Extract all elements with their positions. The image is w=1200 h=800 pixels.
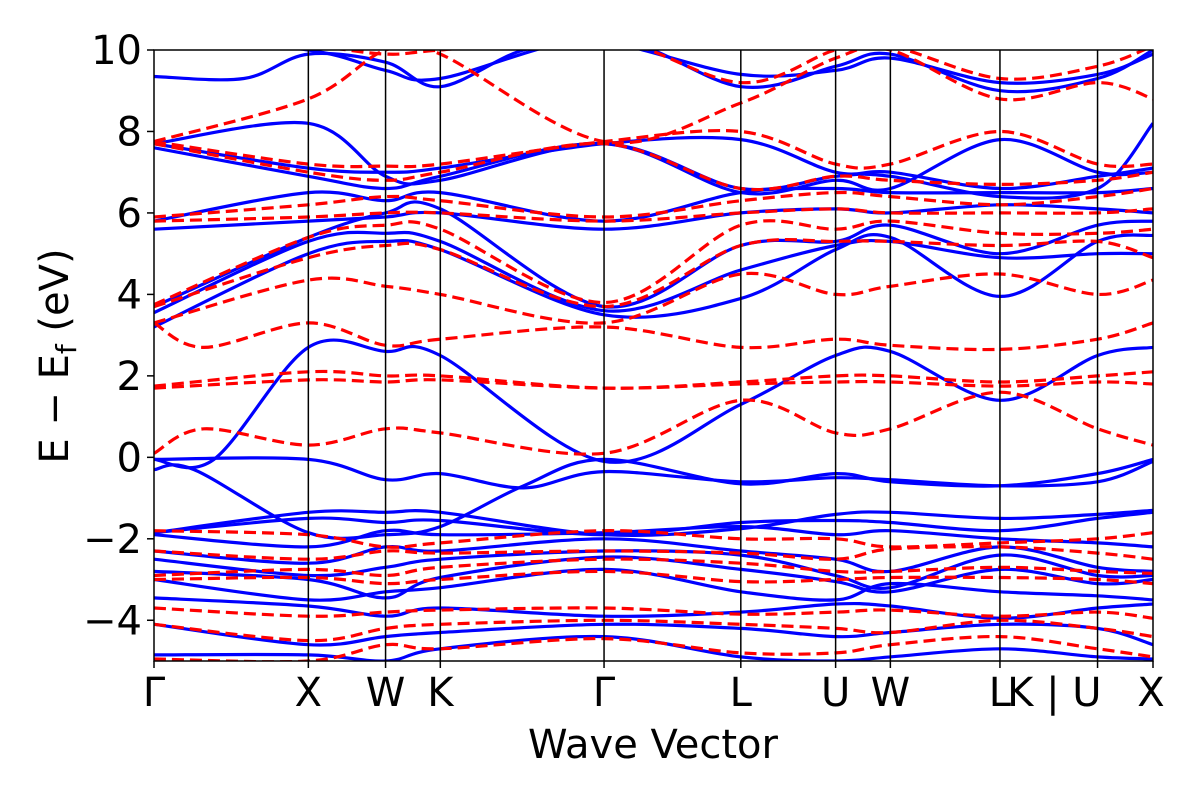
spin-up-band-14 (154, 233, 1153, 329)
spin-up-band-1 (154, 634, 1153, 661)
spin-down-band-4 (154, 569, 1153, 586)
y-tick-label-3: 0 (117, 435, 142, 481)
plot-frame (153, 49, 1154, 662)
spin-up-band-9 (154, 510, 1153, 537)
spin-up-band-20 (154, 135, 1153, 191)
spin-down-band-12 (154, 271, 1153, 325)
spin-up-band-4 (154, 567, 1153, 602)
x-tick-label-11: X (1137, 670, 1164, 716)
spin-down-band-7 (154, 529, 1153, 549)
spin-down-band-6 (154, 545, 1153, 561)
x-tick-label-3: W (366, 670, 406, 716)
spin-down-band-15 (154, 207, 1153, 223)
spin-down-band-17 (154, 141, 1153, 192)
x-tick-label-1: Γ (143, 670, 166, 716)
y-tick-label-8: 10 (91, 28, 142, 74)
y-tick-label-1: −4 (83, 598, 142, 644)
y-tick-label-4: 2 (117, 354, 142, 400)
x-tick-label-2: X (295, 670, 322, 716)
y-tick-label-2: −2 (83, 517, 142, 563)
x-tick-label-7: U (821, 670, 850, 716)
x-tick-label-10: K | U (1007, 670, 1101, 716)
spin-down-band-19 (154, 50, 1153, 145)
spin-up-band-18 (154, 186, 1153, 223)
spin-down-band-5 (154, 557, 1153, 578)
spin-down-band-18 (154, 128, 1153, 170)
spin-up-band-2 (154, 622, 1153, 647)
spin-down-band-16 (154, 186, 1153, 219)
y-axis-title-main: E − E (32, 354, 78, 464)
spin-down-band-1 (154, 634, 1153, 661)
spin-up-band-10 (154, 508, 1153, 538)
spin-up-band-5 (154, 555, 1153, 600)
spin-down-band-10 (154, 369, 1153, 390)
x-axis-title: Wave Vector (528, 722, 779, 768)
spin-down-band-20 (334, 50, 1148, 85)
spin-down-band-9 (154, 378, 1153, 390)
y-tick-label-6: 6 (117, 191, 142, 237)
y-tick-label-5: 4 (117, 272, 142, 318)
x-tick-label-8: W (871, 670, 911, 716)
y-axis-title-subscript: f (50, 343, 83, 354)
x-tick-label-5: Γ (593, 670, 616, 716)
spin-down-band-2 (154, 618, 1153, 643)
y-axis-ticks: −4 −2 0 2 4 6 8 10 (83, 28, 154, 644)
y-axis-title: E − Ef (eV) (32, 248, 83, 463)
y-axis-title-unit: (eV) (32, 248, 78, 344)
x-tick-label-6: L (730, 670, 753, 716)
x-tick-label-4: K (427, 670, 455, 716)
high-symmetry-lines (307, 50, 1099, 661)
spin-down-band-3 (154, 606, 1153, 620)
spin-up-band-19 (154, 137, 1153, 196)
x-tick-label-9: L (989, 670, 1012, 716)
spin-down-band-13 (154, 237, 1153, 309)
y-tick-label-7: 8 (117, 109, 142, 155)
